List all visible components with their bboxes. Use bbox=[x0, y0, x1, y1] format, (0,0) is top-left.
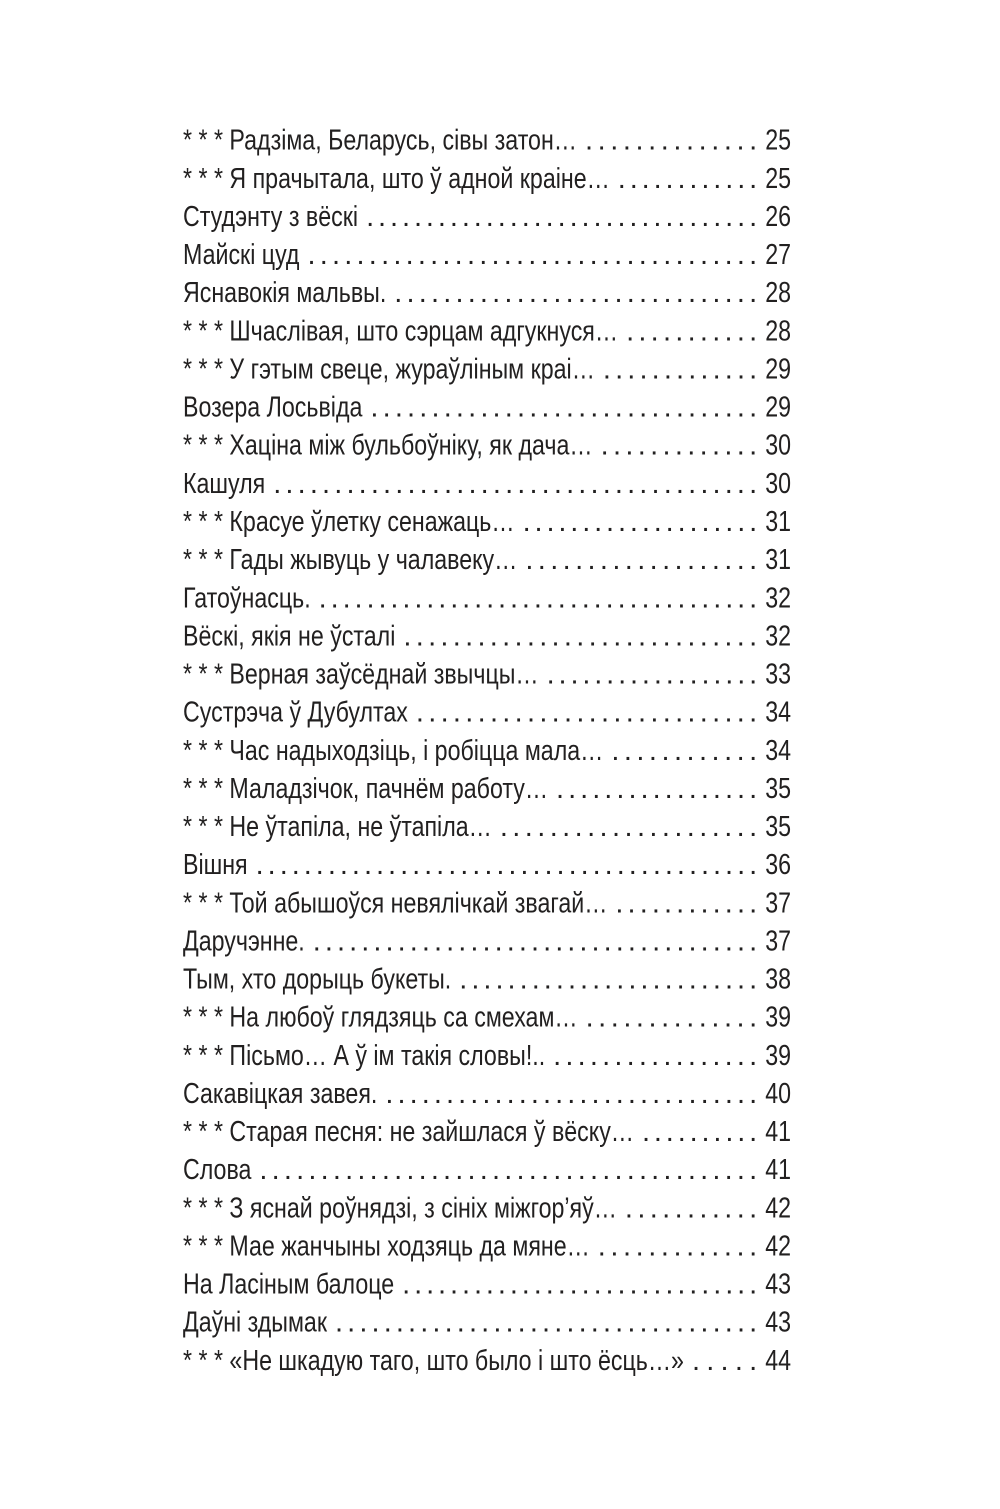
svg-text:35: 35 bbox=[765, 811, 791, 843]
svg-text:..............................: ............................... bbox=[385, 1078, 757, 1110]
svg-text:На Ласіным балоце: На Ласіным балоце bbox=[183, 1269, 394, 1301]
svg-text:............: ............ bbox=[611, 735, 757, 767]
svg-text:.............: ............. bbox=[601, 430, 758, 462]
svg-text:30: 30 bbox=[765, 468, 791, 500]
svg-text:42: 42 bbox=[765, 1192, 791, 1224]
svg-text:..............................: .............................. bbox=[394, 277, 757, 309]
svg-text:Даручэнне.: Даручэнне. bbox=[183, 925, 305, 957]
svg-text:41: 41 bbox=[765, 1116, 791, 1148]
svg-text:41: 41 bbox=[765, 1154, 791, 1186]
svg-text:* * * Радзіма, Беларусь, сівы: * * * Радзіма, Беларусь, сівы затон… bbox=[183, 125, 577, 157]
svg-text:30: 30 bbox=[765, 430, 791, 462]
svg-text:Тым, хто дорыць букеты.: Тым, хто дорыць букеты. bbox=[183, 964, 451, 996]
svg-text:..............: .............. bbox=[586, 1002, 758, 1034]
svg-text:..............................: ................................. bbox=[366, 201, 757, 233]
svg-text:..........: .......... bbox=[642, 1116, 757, 1148]
svg-text:36: 36 bbox=[765, 849, 791, 881]
svg-text:* * * Шчаслівая, што сэрцам ад: * * * Шчаслівая, што сэрцам адгукнуся… bbox=[183, 315, 618, 347]
svg-text:32: 32 bbox=[765, 620, 791, 652]
svg-text:32: 32 bbox=[765, 582, 791, 614]
svg-text:Гатоўнасць.: Гатоўнасць. bbox=[183, 582, 311, 614]
svg-text:33: 33 bbox=[765, 659, 791, 691]
svg-text:28: 28 bbox=[765, 277, 791, 309]
svg-text:..............................: ........................................… bbox=[259, 1154, 757, 1186]
svg-text:..............................: .............................. bbox=[402, 1269, 757, 1301]
svg-text:....................: .................... bbox=[523, 506, 758, 538]
svg-text:.....: ..... bbox=[692, 1345, 757, 1377]
svg-text:25: 25 bbox=[765, 163, 791, 195]
svg-text:...........: ........... bbox=[626, 315, 757, 347]
svg-text:* * * Гады жывуць у чалавеку…: * * * Гады жывуць у чалавеку… bbox=[183, 544, 517, 576]
svg-text:* * * Мае жанчыны ходзяць да м: * * * Мае жанчыны ходзяць да мяне… bbox=[183, 1230, 590, 1262]
svg-text:..............................: ................................... bbox=[335, 1307, 757, 1339]
svg-text:Сустрэча ў Дубултах: Сустрэча ў Дубултах bbox=[183, 697, 408, 729]
svg-text:..............................: ..................................... bbox=[319, 582, 758, 614]
svg-text:..............................: ..................................... bbox=[313, 925, 757, 957]
svg-text:Возера Лосьвіда: Возера Лосьвіда bbox=[183, 392, 363, 424]
svg-text:.............: ............. bbox=[603, 353, 757, 385]
svg-text:.............: ............. bbox=[598, 1230, 757, 1262]
svg-text:............: ............ bbox=[618, 163, 757, 195]
svg-text:28: 28 bbox=[765, 315, 791, 347]
svg-text:Вішня: Вішня bbox=[183, 849, 248, 881]
svg-text:* * * У гэтым свеце, жураўліны: * * * У гэтым свеце, жураўліным краі… bbox=[183, 353, 595, 385]
svg-text:* * * Маладзічок, пачнём работ: * * * Маладзічок, пачнём работу… bbox=[183, 773, 548, 805]
svg-text:* * * Не ўтапіла, не ўтапіла…: * * * Не ўтапіла, не ўтапіла… bbox=[183, 811, 492, 843]
svg-text:35: 35 bbox=[765, 773, 791, 805]
svg-text:* * * «Не шкадую таго, што был: * * * «Не шкадую таго, што было і што ёс… bbox=[183, 1345, 684, 1377]
svg-text:Вёскі, якія не ўсталі: Вёскі, якія не ўсталі bbox=[183, 620, 395, 652]
svg-text:31: 31 bbox=[765, 506, 791, 538]
svg-text:43: 43 bbox=[765, 1269, 791, 1301]
svg-text:44: 44 bbox=[765, 1345, 791, 1377]
svg-text:43: 43 bbox=[765, 1307, 791, 1339]
svg-text:39: 39 bbox=[765, 1040, 791, 1072]
svg-text:..............................: ........................................ bbox=[273, 468, 757, 500]
svg-text:34: 34 bbox=[765, 735, 791, 767]
svg-text:37: 37 bbox=[765, 925, 791, 957]
svg-text:* * * Час надыходзіць, і робіц: * * * Час надыходзіць, і робіцца мала… bbox=[183, 735, 603, 767]
svg-text:31: 31 bbox=[765, 544, 791, 576]
svg-text:* * * Той абышоўся невялічкай: * * * Той абышоўся невялічкай звагай… bbox=[183, 887, 607, 919]
svg-text:* * * Верная заўсёднай звычцы…: * * * Верная заўсёднай звычцы… bbox=[183, 659, 539, 691]
svg-text:29: 29 bbox=[765, 392, 791, 424]
svg-text:Кашуля: Кашуля bbox=[183, 468, 265, 500]
svg-text:Яснавокія мальвы.: Яснавокія мальвы. bbox=[183, 277, 386, 309]
svg-text:.................: ................. bbox=[556, 773, 757, 805]
svg-text:Даўні здымак: Даўні здымак bbox=[183, 1307, 327, 1339]
svg-text:34: 34 bbox=[765, 697, 791, 729]
svg-text:38: 38 bbox=[765, 964, 791, 996]
svg-text:37: 37 bbox=[765, 887, 791, 919]
svg-text:...................: ................... bbox=[525, 544, 757, 576]
svg-text:39: 39 bbox=[765, 1002, 791, 1034]
svg-text:..............................: ................................ bbox=[370, 392, 757, 424]
svg-text:* * * З яснай роўнядзі, з сіні: * * * З яснай роўнядзі, з сініх міжгор’я… bbox=[183, 1192, 617, 1224]
svg-text:25: 25 bbox=[765, 125, 791, 157]
svg-text:..............: .............. bbox=[585, 125, 757, 157]
svg-text:............................: ............................ bbox=[416, 697, 757, 729]
svg-text:40: 40 bbox=[765, 1078, 791, 1110]
svg-text:27: 27 bbox=[765, 239, 791, 271]
svg-text:Сакавіцкая завея.: Сакавіцкая завея. bbox=[183, 1078, 377, 1110]
svg-text:.........................: ......................... bbox=[459, 964, 757, 996]
svg-text:Майскі цуд: Майскі цуд bbox=[183, 239, 300, 271]
svg-text:* * * Пісьмо… А ў ім такія сло: * * * Пісьмо… А ў ім такія словы!.. bbox=[183, 1040, 545, 1072]
svg-text:..................: .................. bbox=[547, 659, 758, 691]
svg-text:* * * Красуе ўлетку сенажаць…: * * * Красуе ўлетку сенажаць… bbox=[183, 506, 515, 538]
svg-text:* * * Старая песня: не зайшлас: * * * Старая песня: не зайшлася ў вёску… bbox=[183, 1116, 634, 1148]
svg-text:* * * Хаціна між бульбоўніку,: * * * Хаціна між бульбоўніку, як дача… bbox=[183, 430, 593, 462]
svg-text:.................: ................. bbox=[553, 1040, 757, 1072]
svg-text:26: 26 bbox=[765, 201, 791, 233]
svg-text:...........: ........... bbox=[625, 1192, 757, 1224]
svg-text:42: 42 bbox=[765, 1230, 791, 1262]
svg-text:Слова: Слова bbox=[183, 1154, 252, 1186]
svg-text:............: ............ bbox=[615, 887, 757, 919]
svg-text:..............................: ........................................… bbox=[256, 849, 758, 881]
svg-text:.....................: ..................... bbox=[500, 811, 757, 843]
svg-text:Студэнту з вёскі: Студэнту з вёскі bbox=[183, 201, 358, 233]
svg-text:* * * Я прачытала, што ў адной: * * * Я прачытала, што ў адной краіне… bbox=[183, 163, 610, 195]
svg-text:* * * На любоў глядзяць са сме: * * * На любоў глядзяць са смехам… bbox=[183, 1002, 578, 1034]
svg-text:29: 29 bbox=[765, 353, 791, 385]
svg-text:.............................: ............................. bbox=[403, 620, 757, 652]
svg-text:..............................: ..................................... bbox=[307, 239, 757, 271]
